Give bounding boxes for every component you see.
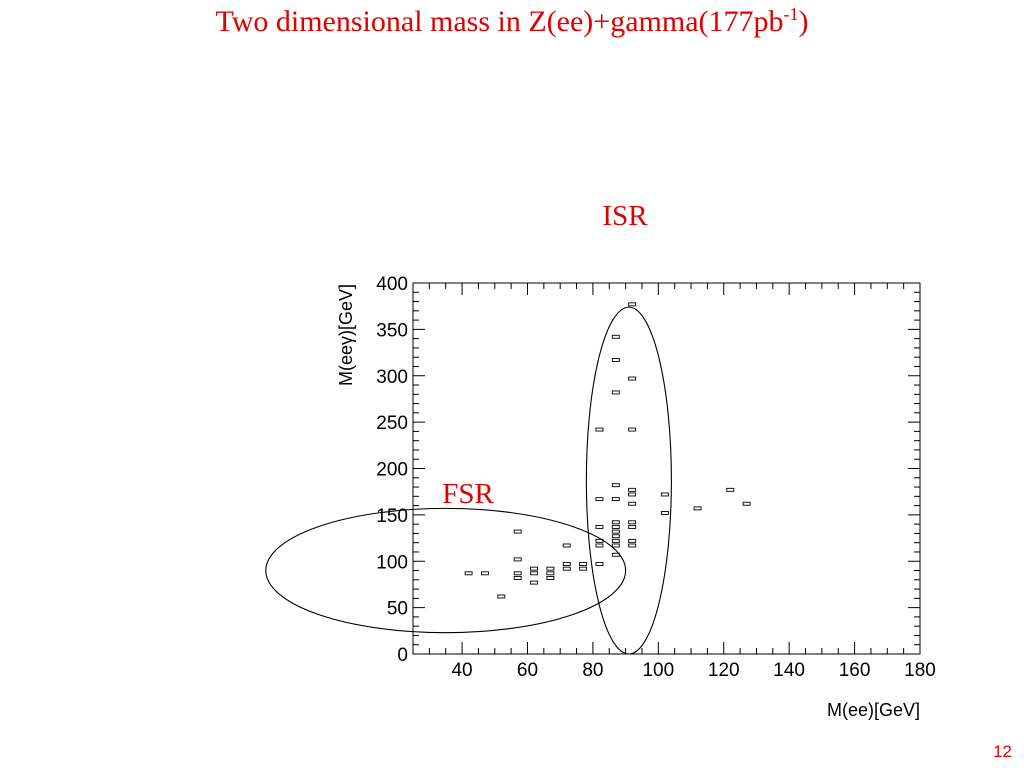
histogram-bin bbox=[562, 562, 571, 566]
slide-title-close: ) bbox=[798, 5, 809, 38]
histogram-bin bbox=[628, 427, 637, 432]
histogram-bin bbox=[660, 492, 669, 497]
histogram-bin bbox=[611, 543, 620, 548]
histogram-bin bbox=[628, 376, 637, 381]
histogram-bin bbox=[726, 487, 735, 492]
x-tick-label: 40 bbox=[451, 660, 472, 681]
histogram-bin bbox=[611, 524, 620, 529]
plot-area-border bbox=[412, 282, 921, 655]
y-tick-label: 0 bbox=[397, 645, 408, 666]
histogram-bin bbox=[628, 538, 637, 543]
histogram-bin bbox=[530, 580, 538, 585]
histogram-bin bbox=[742, 501, 751, 506]
fsr-ellipse bbox=[265, 507, 627, 634]
histogram-bin bbox=[513, 557, 522, 562]
x-tick-label: 160 bbox=[839, 660, 871, 681]
histogram-bin bbox=[628, 302, 637, 307]
slide-title-text: Two dimensional mass in Z(ee)+gamma(177p… bbox=[215, 5, 784, 38]
histogram-bin bbox=[513, 529, 522, 534]
histogram-bin bbox=[611, 358, 620, 362]
page-number: 12 bbox=[993, 742, 1012, 761]
histogram-bin bbox=[595, 427, 604, 432]
axis-ticks: 40 60 80 100 120 140 160 180 0 50 100 150 200 250 300 3… bbox=[376, 274, 936, 681]
histogram-bin bbox=[628, 520, 637, 525]
histogram-bin bbox=[497, 594, 506, 599]
histogram-bin bbox=[660, 511, 669, 515]
histogram-bins bbox=[464, 302, 751, 599]
x-tick-label: 60 bbox=[517, 660, 538, 681]
histogram-bin bbox=[693, 506, 702, 511]
histogram-bin bbox=[595, 562, 604, 566]
isr-label: ISR bbox=[602, 200, 648, 232]
y-tick-label: 200 bbox=[376, 460, 408, 481]
x-tick-label: 140 bbox=[773, 660, 805, 681]
histogram-bin bbox=[513, 571, 522, 576]
histogram-bin bbox=[611, 334, 620, 339]
histogram-bin bbox=[611, 529, 620, 534]
y-tick-label: 50 bbox=[387, 599, 408, 620]
histogram-bin bbox=[579, 566, 588, 571]
x-tick-label: 80 bbox=[582, 660, 603, 681]
annotation-layer bbox=[265, 306, 672, 655]
x-axis-title: M(ee)[GeV] bbox=[827, 700, 920, 720]
histogram-bin bbox=[628, 487, 637, 492]
histogram-bin bbox=[530, 571, 538, 576]
histogram-bin bbox=[595, 543, 604, 548]
histogram-bin bbox=[595, 497, 604, 502]
histogram-bin bbox=[513, 575, 522, 580]
histogram-bin bbox=[628, 524, 637, 529]
histogram-bin bbox=[628, 543, 637, 548]
histogram-bin bbox=[611, 497, 620, 502]
x-tick-label: 100 bbox=[642, 660, 674, 681]
x-tick-label: 180 bbox=[904, 660, 936, 681]
histogram-bin bbox=[464, 571, 473, 576]
histogram-bin bbox=[595, 524, 604, 529]
histogram-bin bbox=[530, 566, 538, 571]
slide-title: Two dimensional mass in Z(ee)+gamma(177p… bbox=[0, 4, 1024, 39]
histogram-bin bbox=[628, 492, 637, 497]
y-tick-label: 150 bbox=[376, 506, 408, 527]
isr-ellipse bbox=[585, 306, 672, 655]
histogram-bin bbox=[611, 538, 620, 543]
histogram-bin bbox=[481, 571, 489, 576]
fsr-label: FSR bbox=[442, 478, 494, 510]
plot-frame bbox=[412, 282, 921, 655]
histogram-bin bbox=[628, 501, 637, 506]
histogram-bin bbox=[611, 483, 620, 488]
histogram-bin bbox=[611, 390, 620, 395]
y-tick-label: 250 bbox=[376, 413, 408, 434]
histogram-bin bbox=[546, 571, 555, 576]
histogram-bin bbox=[546, 575, 555, 580]
histogram-bin bbox=[579, 562, 588, 566]
histogram-bin bbox=[546, 566, 555, 571]
y-axis-title: M(eeγ)[GeV] bbox=[336, 284, 356, 386]
y-tick-label: 100 bbox=[376, 552, 408, 573]
histogram-bin bbox=[611, 520, 620, 525]
y-tick-label: 350 bbox=[376, 320, 408, 341]
slide-title-superscript: -1 bbox=[783, 4, 799, 24]
histogram-bin bbox=[562, 566, 571, 571]
histogram-bin bbox=[611, 534, 620, 539]
x-tick-label: 120 bbox=[708, 660, 740, 681]
y-tick-label: 400 bbox=[376, 274, 408, 295]
histogram-bin bbox=[562, 543, 571, 548]
y-tick-label: 300 bbox=[376, 367, 408, 388]
